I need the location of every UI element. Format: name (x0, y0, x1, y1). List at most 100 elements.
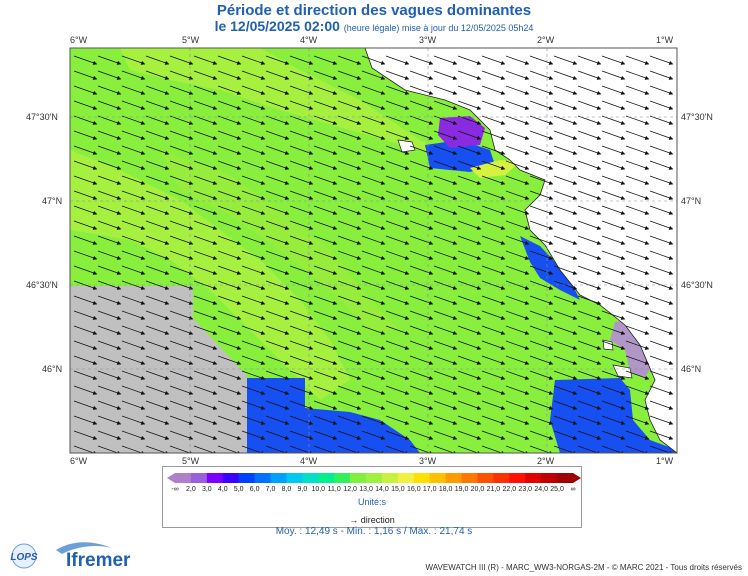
scale-swatch (366, 473, 383, 483)
direction-arrow (433, 175, 458, 185)
direction-arrow (265, 415, 290, 425)
direction-arrow (169, 70, 194, 80)
map-subtitle: le 12/05/2025 02:00 (heure légale) mise … (0, 18, 748, 34)
direction-arrow (385, 265, 410, 275)
direction-arrow (241, 280, 266, 290)
direction-arrow (649, 250, 674, 260)
direction-arrow (601, 295, 626, 305)
direction-arrow (409, 175, 434, 185)
direction-arrow (145, 310, 170, 320)
direction-arrow (217, 310, 242, 320)
direction-arrow (577, 100, 602, 110)
direction-arrow (385, 235, 410, 245)
direction-arrow (625, 100, 650, 110)
direction-arrow (193, 385, 218, 395)
direction-arrow (241, 340, 266, 350)
lat-label-right: 46°30'N (681, 280, 713, 290)
direction-arrow (505, 160, 530, 170)
direction-arrow (217, 370, 242, 380)
direction-arrow (457, 220, 482, 230)
direction-arrow (457, 100, 482, 110)
direction-arrow (625, 370, 650, 380)
direction-arrow (649, 70, 674, 80)
direction-arrow (361, 340, 386, 350)
direction-arrow (433, 220, 458, 230)
direction-arrow (649, 145, 674, 155)
direction-arrow (577, 235, 602, 245)
direction-arrow (433, 100, 458, 110)
direction-arrow (313, 190, 338, 200)
direction-arrow (649, 55, 674, 65)
direction-arrow (241, 85, 266, 95)
direction-arrow (601, 250, 626, 260)
direction-arrow (73, 265, 98, 275)
direction-arrow (193, 130, 218, 140)
direction-arrow (433, 430, 458, 440)
direction-arrow (577, 265, 602, 275)
direction-arrow (529, 295, 554, 305)
direction-arrow (649, 130, 674, 140)
direction-arrow (361, 235, 386, 245)
direction-arrow (241, 265, 266, 275)
direction-arrow (265, 400, 290, 410)
direction-arrow (433, 295, 458, 305)
direction-arrow (601, 385, 626, 395)
direction-arrow (217, 70, 242, 80)
direction-arrow (409, 355, 434, 365)
direction-arrow (121, 55, 146, 65)
direction-arrow (529, 175, 554, 185)
direction-arrow (553, 145, 578, 155)
direction-arrow (193, 340, 218, 350)
direction-arrow (481, 430, 506, 440)
direction-arrow (169, 295, 194, 305)
direction-arrow (73, 355, 98, 365)
scale-swatch (429, 473, 446, 483)
scale-swatch (175, 473, 192, 483)
scale-tick-label: 25,0 (550, 486, 564, 493)
color-scale (167, 473, 581, 483)
direction-arrow (169, 250, 194, 260)
direction-arrow (625, 280, 650, 290)
direction-arrow (625, 385, 650, 395)
direction-arrow (577, 340, 602, 350)
direction-arrow (649, 100, 674, 110)
direction-arrow (361, 310, 386, 320)
direction-arrow (193, 355, 218, 365)
direction-arrow (385, 115, 410, 125)
direction-arrow (73, 295, 98, 305)
direction-arrow (361, 250, 386, 260)
direction-arrow (505, 295, 530, 305)
direction-arrow (241, 55, 266, 65)
direction-arrow (649, 340, 674, 350)
direction-arrow (457, 280, 482, 290)
direction-arrow (169, 370, 194, 380)
direction-arrow (505, 130, 530, 140)
direction-arrow (193, 160, 218, 170)
direction-arrow (313, 250, 338, 260)
direction-arrow (529, 205, 554, 215)
direction-arrow (97, 295, 122, 305)
direction-arrow (241, 355, 266, 365)
direction-arrow (97, 400, 122, 410)
direction-arrow (73, 190, 98, 200)
direction-arrow (433, 415, 458, 425)
direction-arrow (241, 70, 266, 80)
direction-arrow (385, 400, 410, 410)
direction-arrow (361, 115, 386, 125)
scale-tick-label: 14,0 (375, 486, 389, 493)
direction-arrow (265, 70, 290, 80)
direction-arrow (457, 400, 482, 410)
direction-arrow (217, 235, 242, 245)
direction-arrow (337, 415, 362, 425)
direction-arrow (649, 160, 674, 170)
direction-arrow (193, 325, 218, 335)
direction-arrow (433, 70, 458, 80)
scale-tick-label: 13,0 (359, 486, 373, 493)
direction-arrow (145, 295, 170, 305)
direction-arrow (409, 205, 434, 215)
direction-arrow (553, 385, 578, 395)
direction-arrow (601, 355, 626, 365)
direction-arrow (457, 310, 482, 320)
direction-arrow (457, 130, 482, 140)
direction-arrow (385, 175, 410, 185)
